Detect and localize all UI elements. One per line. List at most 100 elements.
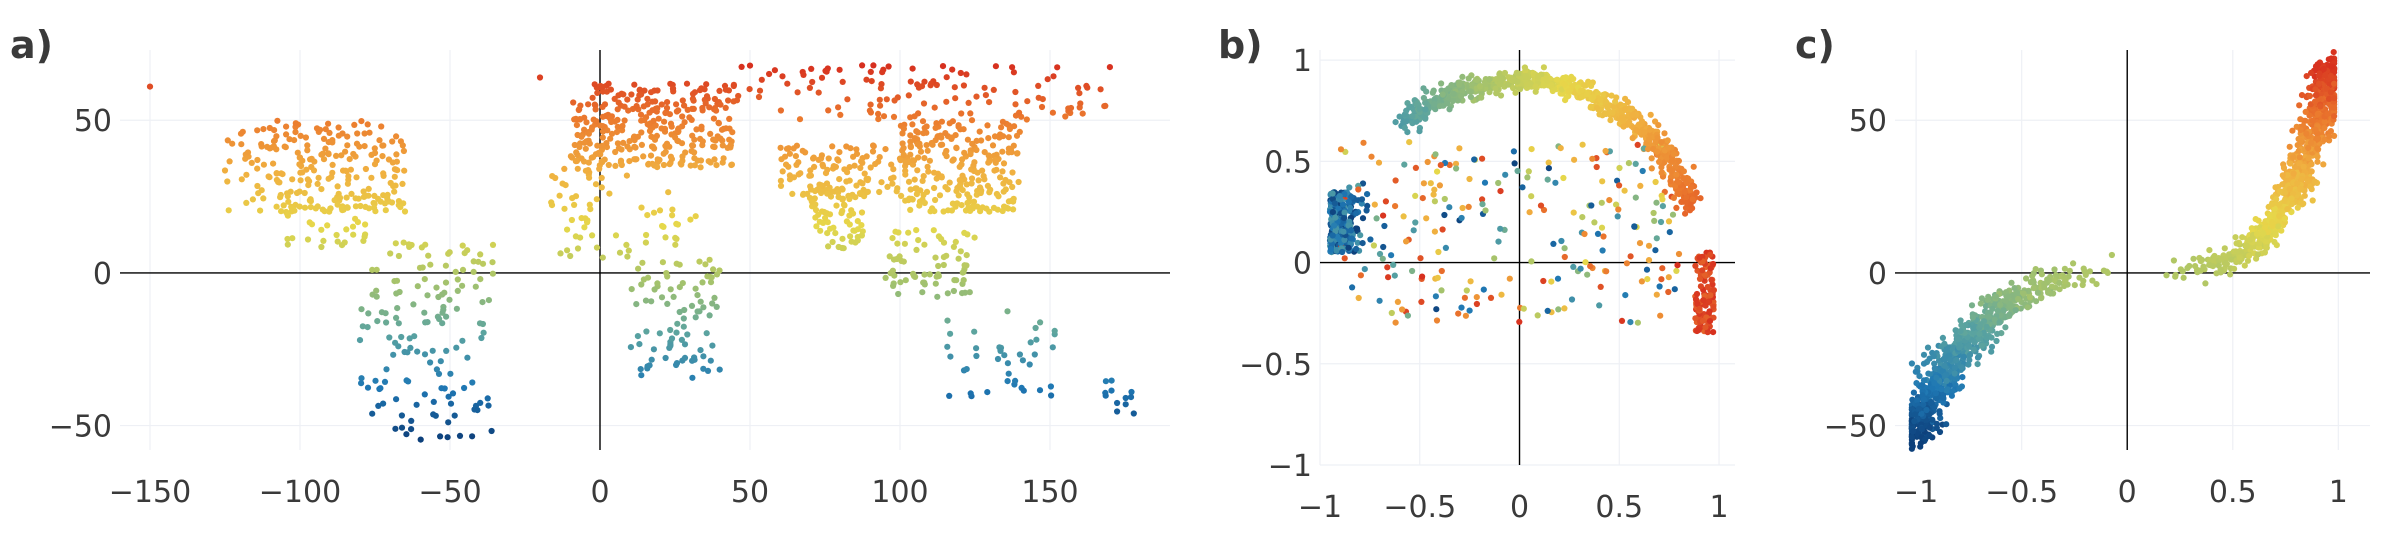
data-point <box>843 218 851 225</box>
data-point <box>1591 219 1598 226</box>
data-point <box>599 123 606 130</box>
data-point <box>771 67 779 74</box>
data-point <box>2217 266 2224 273</box>
data-point <box>1561 81 1568 88</box>
data-point <box>1614 177 1621 184</box>
data-point <box>973 146 980 154</box>
data-point <box>1951 370 1958 377</box>
data-point <box>994 355 1002 363</box>
data-point <box>557 250 564 257</box>
data-point <box>582 167 590 174</box>
data-point <box>636 92 643 99</box>
data-point <box>475 258 482 265</box>
data-point <box>1699 317 1707 324</box>
data-point <box>1391 272 1398 279</box>
x-tick-label: 0 <box>1510 490 1529 525</box>
data-point <box>832 230 839 237</box>
data-point <box>284 235 291 243</box>
data-point <box>911 135 919 142</box>
data-point <box>877 102 884 109</box>
data-point <box>854 218 861 225</box>
data-point <box>817 227 824 234</box>
data-point <box>1971 339 1978 346</box>
data-point <box>333 152 340 159</box>
data-point <box>1940 394 1947 402</box>
data-point <box>882 146 889 153</box>
data-point <box>1349 284 1356 291</box>
data-point <box>1653 199 1660 206</box>
data-point <box>1657 312 1664 319</box>
data-point <box>403 431 410 438</box>
data-point <box>859 159 866 166</box>
data-point <box>650 346 658 353</box>
data-point <box>853 146 860 153</box>
data-point <box>442 279 450 286</box>
data-point <box>392 240 399 247</box>
data-point <box>700 304 707 311</box>
data-point <box>944 290 951 297</box>
data-point <box>1920 351 1928 358</box>
data-point <box>364 384 372 391</box>
data-point <box>2312 86 2319 93</box>
data-point <box>270 138 278 145</box>
data-point <box>966 289 973 296</box>
data-point <box>578 155 585 162</box>
data-point <box>864 177 871 184</box>
data-point <box>2028 279 2035 286</box>
data-point <box>2282 189 2289 196</box>
data-point <box>594 142 601 149</box>
data-point <box>353 174 360 181</box>
data-point <box>1545 159 1552 166</box>
data-point <box>352 203 359 210</box>
panel-c-label: c) <box>1795 23 1835 67</box>
data-point <box>660 223 667 230</box>
data-point <box>488 427 495 435</box>
data-point <box>836 176 843 183</box>
data-point <box>914 141 921 148</box>
data-point <box>980 173 987 180</box>
data-point <box>620 139 627 146</box>
data-point <box>278 170 285 177</box>
data-point <box>857 179 864 186</box>
data-point <box>907 138 914 145</box>
data-point <box>2300 200 2307 207</box>
data-point <box>608 130 616 137</box>
data-point <box>1653 291 1660 298</box>
data-point <box>1554 275 1562 282</box>
data-point <box>1522 73 1529 80</box>
data-point <box>950 287 958 295</box>
data-point <box>567 252 574 260</box>
data-point <box>314 180 321 187</box>
data-point <box>699 279 706 286</box>
data-point <box>437 358 444 365</box>
data-point <box>1497 92 1505 99</box>
data-point <box>362 165 369 173</box>
data-point <box>1994 307 2001 314</box>
data-point <box>943 74 950 81</box>
data-point <box>1528 258 1535 265</box>
data-point <box>459 337 466 344</box>
data-point <box>703 330 710 337</box>
x-tick-label: 0.5 <box>2209 475 2257 510</box>
data-point <box>2275 201 2282 208</box>
data-point <box>1417 255 1424 262</box>
data-point <box>959 172 966 179</box>
data-point <box>938 174 945 181</box>
data-point <box>1629 112 1636 119</box>
data-point <box>405 378 412 385</box>
data-point <box>870 143 877 150</box>
data-point <box>670 293 677 300</box>
data-point <box>598 142 606 149</box>
data-point <box>1083 82 1090 89</box>
panel-a-zero-axes <box>120 50 1170 450</box>
data-point <box>1492 85 1499 92</box>
data-point <box>2023 275 2030 282</box>
data-point <box>1456 79 1463 86</box>
data-point <box>391 166 398 173</box>
data-point <box>673 235 680 242</box>
data-point <box>932 280 939 287</box>
data-point <box>1466 175 1473 183</box>
panel-b: b) −1 −0.5 0 0.5 1 −1−0.500.51 <box>1218 23 1735 525</box>
data-point <box>1697 195 1704 202</box>
data-point <box>338 242 346 249</box>
